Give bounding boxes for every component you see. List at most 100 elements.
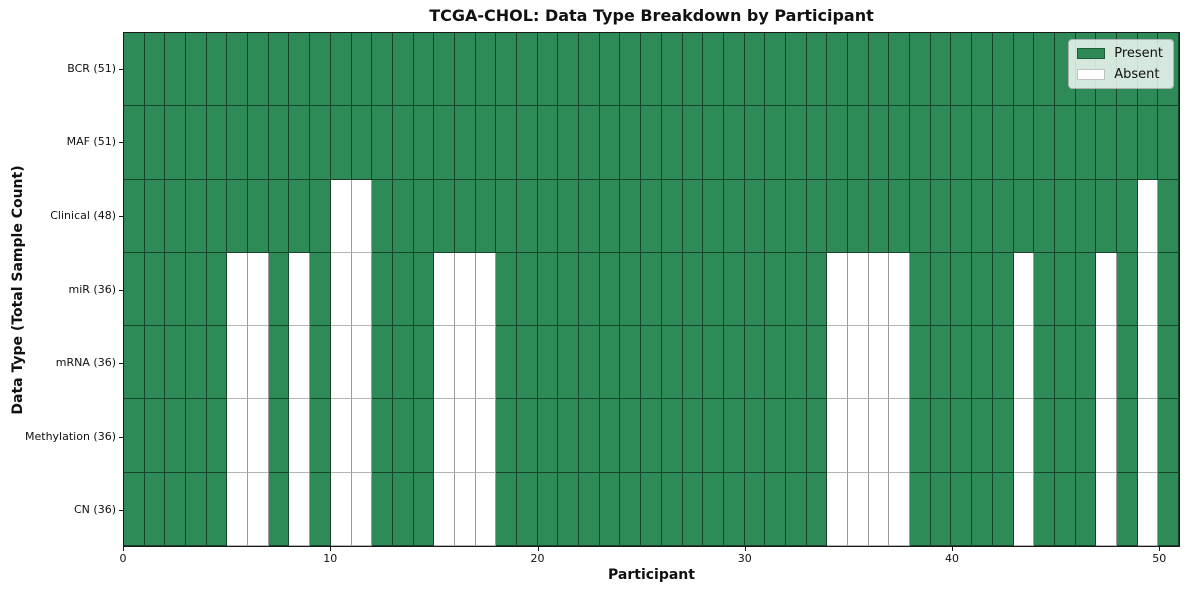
heatmap-cell — [227, 472, 249, 546]
heatmap-cell — [910, 179, 931, 253]
heatmap-cell — [310, 399, 331, 473]
x-tick-label: 30 — [737, 552, 752, 565]
x-tick-label: 40 — [945, 552, 960, 565]
heatmap-cell — [1137, 472, 1159, 546]
heatmap-cell — [889, 33, 911, 107]
heatmap-cell — [248, 252, 269, 327]
heatmap-cell — [558, 399, 580, 473]
heatmap-cell — [206, 106, 228, 180]
heatmap-cell — [454, 106, 476, 180]
heatmap-cell — [268, 252, 290, 327]
heatmap-cell — [765, 33, 786, 107]
heatmap-cell — [454, 33, 476, 107]
heatmap-cell — [517, 33, 538, 107]
heatmap-cell — [682, 106, 704, 180]
heatmap-cell — [454, 252, 476, 327]
heatmap-cell — [661, 106, 683, 180]
heatmap-cell — [227, 399, 249, 473]
heatmap-cell — [496, 33, 518, 107]
heatmap-cell — [992, 252, 1014, 327]
heatmap-cell — [1034, 326, 1055, 400]
heatmap-cell — [268, 472, 290, 546]
heatmap-cell — [351, 472, 373, 546]
heatmap-cell — [434, 33, 455, 107]
heatmap-cell — [248, 106, 269, 180]
heatmap-cell — [496, 106, 518, 180]
x-tick-label: 10 — [323, 552, 338, 565]
heatmap-cell — [682, 399, 704, 473]
heatmap-cell — [475, 326, 497, 400]
heatmap-cell — [310, 252, 331, 327]
y-tick-mark — [119, 437, 123, 438]
heatmap-cell — [806, 33, 828, 107]
heatmap-cell — [1054, 252, 1076, 327]
heatmap-cell — [992, 326, 1014, 400]
heatmap-cell — [723, 179, 745, 253]
heatmap-cell — [227, 326, 249, 400]
heatmap-cell — [1054, 106, 1076, 180]
heatmap-cell — [310, 472, 331, 546]
heatmap-cell — [434, 106, 455, 180]
heatmap-cell — [165, 33, 187, 107]
heatmap-cell — [144, 33, 166, 107]
heatmap-cell — [682, 472, 704, 546]
heatmap-cell — [165, 252, 187, 327]
heatmap-cell — [972, 326, 993, 400]
heatmap-cell — [889, 472, 911, 546]
heatmap-cell — [434, 399, 455, 473]
heatmap-cell — [992, 399, 1014, 473]
heatmap-cell — [248, 33, 269, 107]
x-tick-mark — [1159, 547, 1160, 551]
heatmap-cell — [413, 252, 435, 327]
heatmap-cell — [641, 179, 662, 253]
heatmap-cell — [661, 472, 683, 546]
heatmap-cell — [289, 399, 311, 473]
heatmap-cell — [661, 326, 683, 400]
heatmap-cell — [910, 106, 931, 180]
heatmap-cell — [268, 399, 290, 473]
heatmap-cell — [910, 399, 931, 473]
heatmap-cell — [951, 179, 973, 253]
heatmap-cell — [144, 179, 166, 253]
heatmap-cell — [827, 33, 849, 107]
heatmap-cell — [268, 326, 290, 400]
heatmap-cell — [144, 399, 166, 473]
heatmap-cell — [599, 33, 621, 107]
heatmap-cell — [765, 472, 786, 546]
heatmap-cell — [289, 106, 311, 180]
heatmap-cell — [351, 33, 373, 107]
heatmap-cell — [1096, 326, 1117, 400]
heatmap-cell — [723, 106, 745, 180]
heatmap-cell — [765, 106, 786, 180]
heatmap-cell — [1096, 472, 1117, 546]
x-tick-label: 50 — [1152, 552, 1167, 565]
heatmap-cell — [1075, 106, 1097, 180]
x-tick-label: 20 — [530, 552, 545, 565]
heatmap-cell — [124, 399, 145, 473]
heatmap-cell — [1034, 106, 1055, 180]
heatmap-cell — [682, 252, 704, 327]
heatmap-cell — [972, 472, 993, 546]
heatmap-cell — [413, 106, 435, 180]
heatmap-cell — [827, 399, 849, 473]
heatmap-cell — [351, 399, 373, 473]
heatmap-cell — [206, 399, 228, 473]
heatmap-cell — [351, 252, 373, 327]
heatmap-cell — [124, 179, 145, 253]
heatmap-cell — [392, 399, 414, 473]
heatmap-cell — [620, 252, 642, 327]
heatmap-cell — [1013, 472, 1035, 546]
heatmap-cell — [454, 326, 476, 400]
heatmap-cell — [1116, 326, 1138, 400]
heatmap-cell — [868, 179, 890, 253]
heatmap-cell — [682, 33, 704, 107]
heatmap-cell — [723, 252, 745, 327]
heatmap-cell — [930, 106, 952, 180]
heatmap-cell — [1158, 399, 1179, 473]
heatmap-cell — [289, 179, 311, 253]
heatmap-cell — [186, 252, 207, 327]
heatmap-cell — [992, 106, 1014, 180]
heatmap-cell — [765, 326, 786, 400]
heatmap-cell — [765, 252, 786, 327]
heatmap-cell — [1054, 399, 1076, 473]
